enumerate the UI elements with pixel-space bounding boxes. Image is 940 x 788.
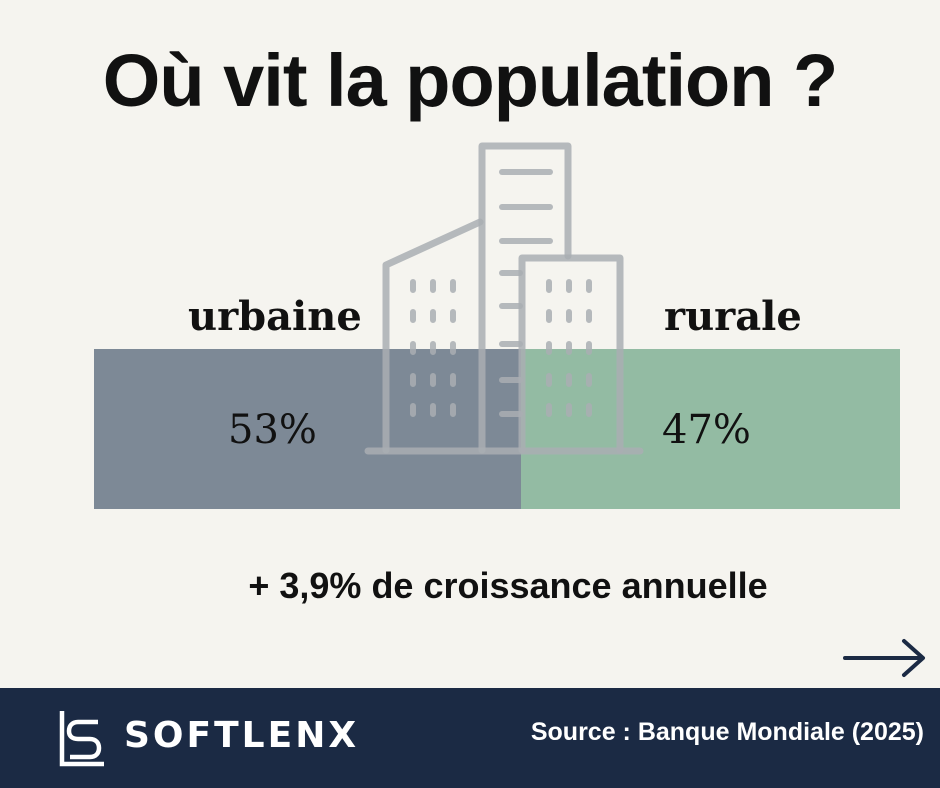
- footer: SOFTLENX Source : Banque Mondiale (2025): [0, 688, 940, 788]
- arrow-right-icon[interactable]: [842, 637, 928, 679]
- population-bar-chart: [94, 349, 900, 509]
- building-icon: [364, 142, 644, 455]
- urban-value-label: 53%: [228, 407, 317, 453]
- urban-label: urbaine: [188, 293, 362, 340]
- rural-value-label: 47%: [662, 407, 751, 453]
- brand-name: SOFTLENX: [124, 715, 360, 756]
- softlenx-logo-icon: [59, 711, 104, 767]
- growth-text: + 3,9% de croissance annuelle: [248, 565, 768, 606]
- bar-segment-urban: [94, 349, 522, 509]
- rural-label: rurale: [664, 293, 802, 340]
- source-text: Source : Banque Mondiale (2025): [530, 718, 924, 746]
- bar-segment-rural: [521, 349, 900, 509]
- page-title: Où vit la population ?: [102, 39, 838, 122]
